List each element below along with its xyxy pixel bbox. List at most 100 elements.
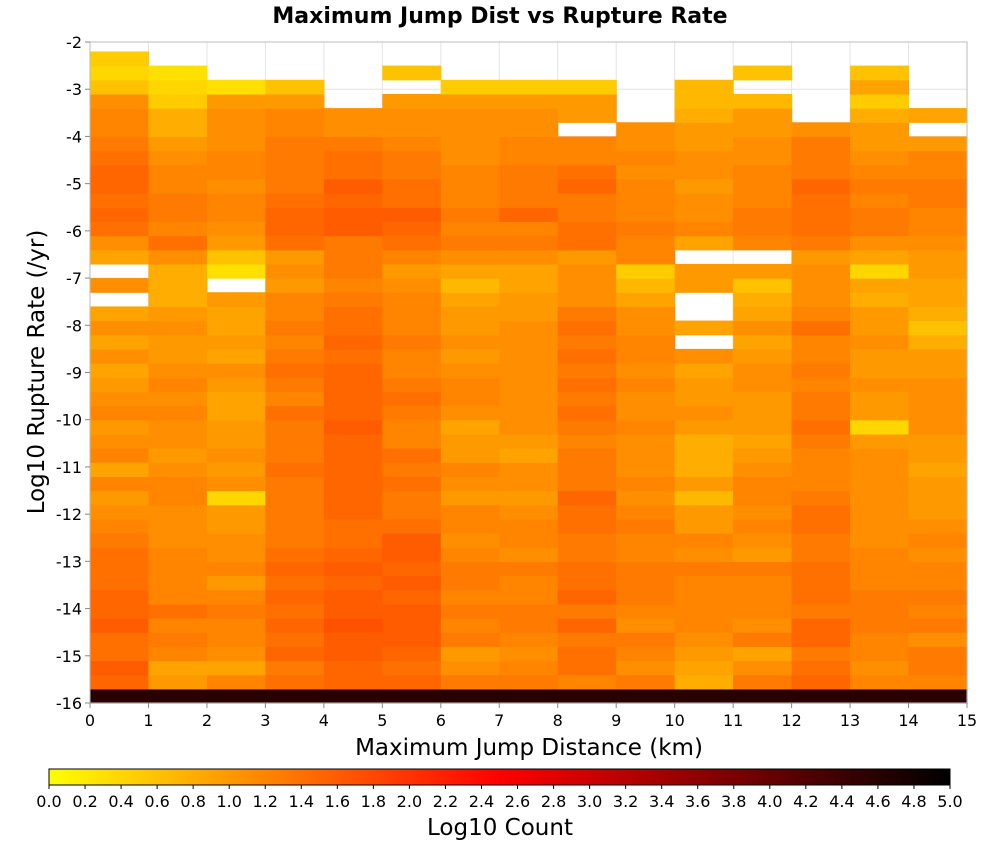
heatmap-cell <box>908 334 968 350</box>
heatmap-cell <box>791 391 851 407</box>
heatmap-cell <box>323 419 383 435</box>
heatmap-cell <box>265 348 325 364</box>
heatmap-cell <box>908 263 968 279</box>
heatmap-cell <box>733 391 793 407</box>
heatmap-cell <box>206 207 266 223</box>
heatmap-cell <box>557 79 617 95</box>
heatmap-cell <box>90 221 150 237</box>
heatmap-cell <box>908 320 968 336</box>
heatmap-cell <box>733 674 793 690</box>
heatmap-cell <box>733 93 793 109</box>
heatmap-cell <box>850 363 910 378</box>
heatmap-cell <box>440 249 500 265</box>
heatmap-cell <box>90 348 150 364</box>
heatmap-cell <box>850 150 910 166</box>
heatmap-cell <box>557 377 617 392</box>
colorbar-tick-label: 5.0 <box>937 792 962 811</box>
heatmap-cell <box>791 249 851 265</box>
heatmap-cell <box>148 207 208 223</box>
heatmap-cell <box>90 476 150 492</box>
heatmap-cell <box>616 263 676 279</box>
heatmap-cell <box>733 363 793 378</box>
heatmap-cell <box>850 603 910 619</box>
heatmap-cell <box>616 391 676 407</box>
heatmap-cell <box>382 164 442 180</box>
heatmap-cell <box>323 589 383 605</box>
heatmap-cell <box>850 278 910 293</box>
heatmap-cell <box>323 348 383 364</box>
heatmap-cell <box>674 688 734 704</box>
heatmap-cell <box>791 235 851 251</box>
heatmap-cell <box>557 320 617 336</box>
heatmap-cell <box>265 292 325 307</box>
heatmap-cell <box>733 334 793 350</box>
heatmap-cell <box>382 674 442 690</box>
heatmap-cell <box>382 603 442 619</box>
heatmap-cell <box>265 108 325 123</box>
heatmap-cell <box>850 462 910 477</box>
heatmap-cell <box>148 462 208 477</box>
heatmap-cell <box>90 207 150 223</box>
heatmap-cell <box>90 93 150 109</box>
heatmap-cell <box>382 334 442 350</box>
heatmap-cell <box>557 235 617 251</box>
heatmap-cell <box>733 377 793 392</box>
heatmap-cell <box>791 476 851 492</box>
heatmap-cell <box>90 646 150 662</box>
heatmap-cell <box>382 178 442 194</box>
heatmap-cell <box>440 235 500 251</box>
heatmap-cell <box>265 178 325 194</box>
heatmap-cell <box>90 235 150 251</box>
heatmap-cell <box>90 448 150 463</box>
heatmap-cell <box>440 348 500 364</box>
heatmap-cell <box>206 462 266 477</box>
heatmap-cell <box>148 518 208 534</box>
heatmap-cell <box>791 348 851 364</box>
heatmap-cell <box>616 136 676 152</box>
heatmap-cell <box>206 518 266 534</box>
heatmap-cell <box>382 65 442 81</box>
heatmap-cell <box>148 533 208 548</box>
heatmap-cell <box>440 419 500 435</box>
heatmap-cell <box>265 249 325 265</box>
heatmap-cell <box>148 660 208 676</box>
heatmap-cell <box>616 306 676 322</box>
y-tick-label: -15 <box>56 647 82 666</box>
heatmap-cell <box>323 433 383 449</box>
heatmap-cell <box>908 660 968 676</box>
heatmap-cell <box>382 263 442 279</box>
heatmap-cell <box>557 476 617 492</box>
heatmap-cell <box>440 292 500 307</box>
heatmap-cell <box>616 547 676 562</box>
heatmap-cell <box>148 249 208 265</box>
heatmap-cell <box>440 688 500 704</box>
heatmap-cell <box>616 632 676 647</box>
heatmap-cell <box>206 108 266 123</box>
colorbar-tick-label: 1.0 <box>216 792 241 811</box>
heatmap-cell <box>90 618 150 633</box>
heatmap-cell <box>148 221 208 237</box>
heatmap-cell <box>148 504 208 520</box>
heatmap-cell <box>850 547 910 562</box>
heatmap-cell <box>733 632 793 647</box>
heatmap-cell <box>850 249 910 265</box>
heatmap-cell <box>206 150 266 166</box>
heatmap-cell <box>499 618 559 633</box>
heatmap-cell <box>206 674 266 690</box>
heatmap-cell <box>733 263 793 279</box>
heatmap-cell <box>206 618 266 633</box>
heatmap-cell <box>440 433 500 449</box>
heatmap-cell <box>148 391 208 407</box>
heatmap-cell <box>733 178 793 194</box>
heatmap-cell <box>557 674 617 690</box>
heatmap-cell <box>265 674 325 690</box>
x-tick-label: 15 <box>957 711 977 730</box>
heatmap-cell <box>323 603 383 619</box>
heatmap-cell <box>206 306 266 322</box>
x-tick-label: 7 <box>494 711 504 730</box>
y-tick-label: -13 <box>56 552 82 571</box>
heatmap-cell <box>323 221 383 237</box>
heatmap-cell <box>323 164 383 180</box>
heatmap-cell <box>148 93 208 109</box>
heatmap-cell <box>850 348 910 364</box>
